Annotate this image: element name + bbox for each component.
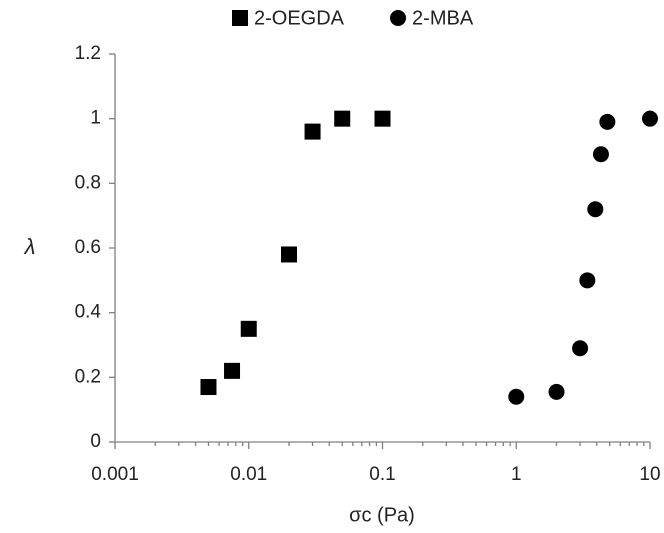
y-tick-label: 0.6 (75, 237, 101, 258)
x-tick-label: 0.01 (230, 464, 267, 485)
marker-circle (642, 110, 658, 127)
marker-circle (572, 340, 589, 357)
marker-square (240, 320, 257, 337)
y-tick-label: 0 (90, 431, 101, 452)
x-axis-label: σc (Pa) (349, 504, 415, 526)
legend-label: 2-MBA (412, 7, 474, 29)
marker-circle (592, 146, 609, 163)
marker-square (232, 10, 248, 26)
marker-square (374, 110, 391, 127)
marker-square (224, 362, 241, 379)
marker-circle (548, 383, 565, 400)
x-tick-label: 0.001 (91, 464, 139, 485)
y-tick-label: 0.4 (75, 302, 102, 323)
x-tick-label: 10 (639, 464, 660, 485)
y-tick-label: 0.8 (75, 172, 101, 193)
x-tick-label: 1 (511, 464, 522, 485)
y-tick-label: 1.2 (75, 43, 101, 64)
marker-square (281, 246, 298, 263)
marker-circle (579, 272, 596, 289)
marker-square (304, 123, 321, 140)
marker-circle (508, 388, 525, 405)
marker-square (334, 110, 351, 127)
y-axis-label: λ (24, 234, 36, 259)
legend-label: 2-OEGDA (254, 7, 345, 29)
marker-circle (587, 201, 604, 218)
y-tick-label: 0.2 (75, 366, 101, 387)
marker-square (200, 379, 217, 396)
marker-circle (390, 10, 407, 26)
marker-circle (599, 113, 616, 130)
x-tick-label: 0.1 (369, 464, 395, 485)
y-tick-label: 1 (90, 108, 101, 129)
